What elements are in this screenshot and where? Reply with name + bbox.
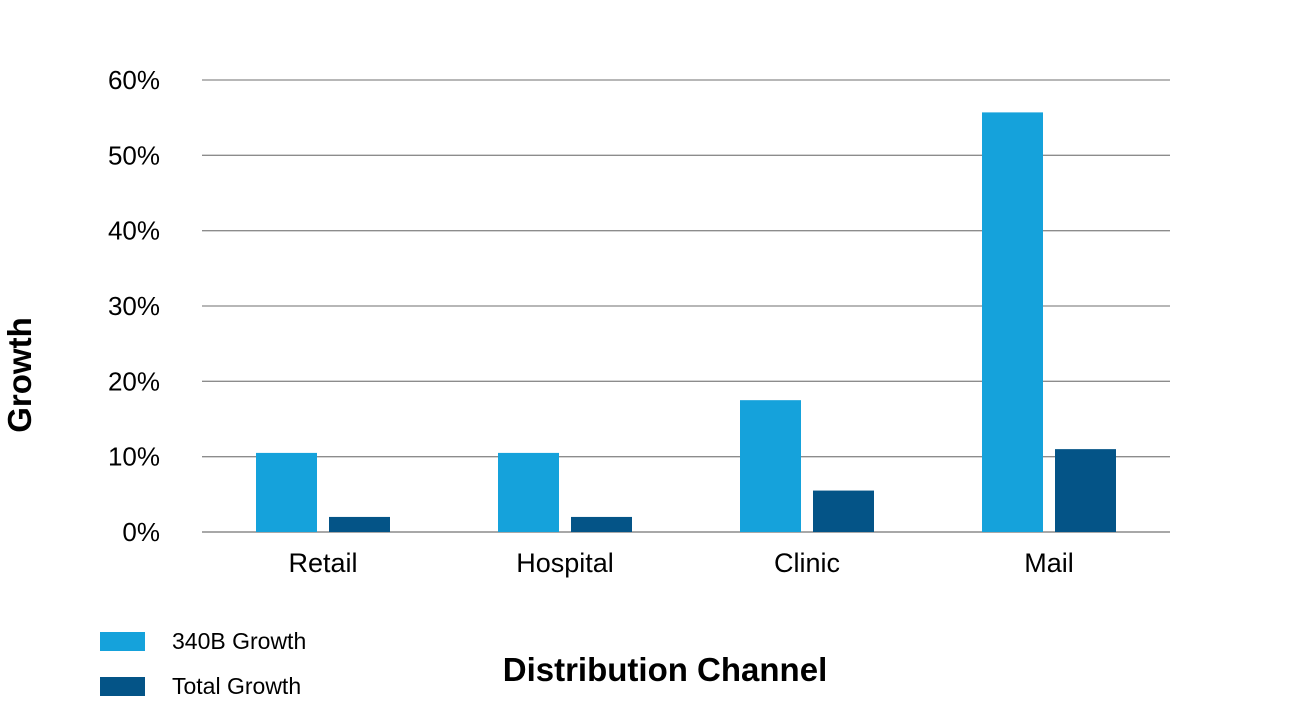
bar-total-growth-clinic (813, 490, 874, 532)
y-tick-label: 20% (108, 366, 160, 396)
legend-swatch (100, 677, 145, 696)
bar-340b-growth-retail (256, 452, 317, 532)
x-category-label: Clinic (774, 548, 840, 578)
x-category-label: Mail (1024, 548, 1074, 578)
bar-340b-growth-clinic (740, 400, 801, 532)
bar-total-growth-retail (329, 516, 390, 532)
bar-total-growth-mail (1055, 449, 1116, 532)
y-tick-label: 30% (108, 291, 160, 321)
x-category-label: Retail (288, 548, 357, 578)
legend-label: Total Growth (172, 673, 301, 699)
legend-swatch (100, 632, 145, 651)
legend-label: 340B Growth (172, 628, 306, 654)
y-tick-label: 10% (108, 442, 160, 472)
bar-340b-growth-hospital (498, 452, 559, 532)
y-tick-label: 50% (108, 140, 160, 170)
bar-total-growth-hospital (571, 516, 632, 532)
x-category-label: Hospital (516, 548, 614, 578)
x-axis-title: Distribution Channel (503, 651, 828, 688)
bar-340b-growth-mail (982, 112, 1043, 532)
y-tick-label: 60% (108, 65, 160, 95)
y-axis-tick-labels: 0% 10% 20% 30% 40% 50% 60% (108, 65, 160, 547)
y-tick-label: 0% (122, 517, 160, 547)
legend: 340B Growth Total Growth (100, 628, 306, 699)
y-tick-label: 40% (108, 216, 160, 246)
x-axis-category-labels: Retail Hospital Clinic Mail (288, 548, 1073, 578)
y-axis-title: Growth (1, 317, 38, 432)
bars (256, 112, 1116, 532)
